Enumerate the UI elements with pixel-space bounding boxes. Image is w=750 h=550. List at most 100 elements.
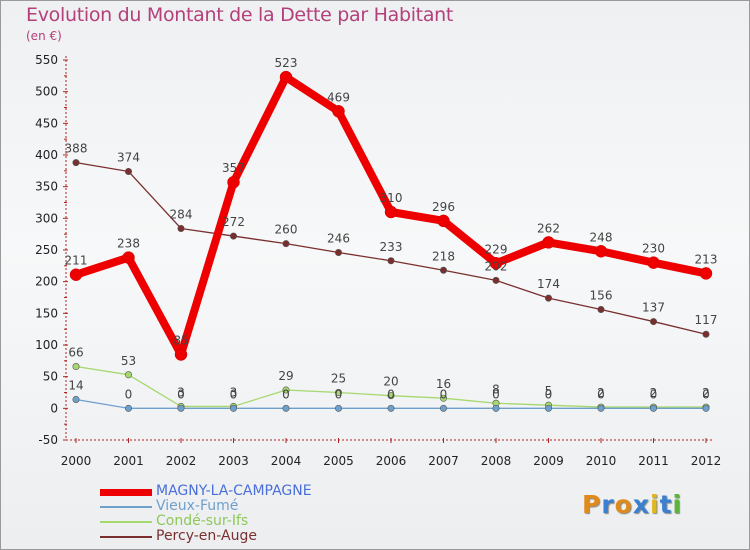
data-label: 14 [68,378,83,392]
data-point [387,404,395,412]
data-label: 0 [650,387,658,401]
proxiti-logo: Proxiti [582,490,682,519]
data-label: 218 [432,249,455,263]
data-label: 0 [125,387,133,401]
data-label: 25 [331,372,346,386]
legend-label: Percy-en-Auge [156,528,257,544]
y-tick-label: 200 [35,275,58,289]
data-label: 156 [590,289,613,303]
data-point [437,214,450,228]
x-tick-label: 2003 [218,454,249,468]
x-tick-label: 2011 [638,454,669,468]
data-point [72,395,80,403]
data-point [332,105,345,118]
data-label: 0 [335,387,343,401]
data-label: 8 [492,382,500,396]
data-point [72,363,80,371]
y-tick-label: 550 [35,53,58,67]
data-label: 2 [597,386,605,400]
data-point [544,294,552,302]
data-label: 246 [327,232,350,246]
x-tick-label: 2004 [271,454,302,468]
data-label: 0 [177,387,185,401]
data-label: 284 [170,207,193,221]
data-label: 272 [222,215,245,229]
data-point [125,371,133,379]
data-label: 2 [650,386,658,400]
data-label: 469 [327,90,350,104]
legend-swatch [100,536,152,538]
data-point [282,404,290,412]
data-point [72,159,80,167]
logo-letter: t [659,490,673,519]
data-label: 2 [702,386,710,400]
logo-letter: o [614,490,633,519]
data-label: 213 [695,252,718,266]
unit-label: (en €) [26,29,62,43]
x-tick-label: 2008 [481,454,512,468]
data-label: 3 [177,385,185,399]
data-label: 248 [590,230,613,244]
legend-swatch [100,488,152,496]
data-label: 262 [537,221,560,235]
data-label: 233 [380,240,403,254]
data-label: 0 [440,387,448,401]
data-point [439,404,447,412]
data-point [177,404,185,412]
data-label: 0 [545,387,553,401]
y-tick-label: 50 [43,370,58,384]
data-label: 117 [695,313,718,327]
data-label: 0 [230,387,238,401]
chart-title: Evolution du Montant de la Dette par Hab… [26,4,454,26]
data-label: 3 [230,385,238,399]
data-label: 0 [597,387,605,401]
data-point [125,167,133,175]
y-tick-label: 400 [35,148,58,162]
data-label: 0 [282,387,290,401]
data-point [492,276,500,284]
legend-label: MAGNY-LA-CAMPAGNE [156,483,312,499]
legend-swatch [100,521,152,523]
data-point [699,267,713,280]
data-label: 211 [65,254,88,268]
x-tick-label: 2012 [691,454,722,468]
data-point [227,175,240,189]
legend-label: Condé-sur-Ifs [156,513,249,529]
data-label: 296 [432,200,455,214]
y-tick-label: 450 [35,116,58,130]
data-label: 260 [275,223,298,237]
data-label: 374 [117,150,140,164]
data-label: 85 [173,334,188,348]
y-tick-label: 150 [35,306,58,320]
x-tick-label: 2002 [166,454,197,468]
data-point [69,268,83,281]
data-label: 357 [222,161,245,175]
data-point [177,224,185,232]
data-label: 137 [642,301,665,315]
logo-letter: r [601,490,615,519]
data-point [702,330,710,338]
data-label: 388 [65,142,88,156]
y-tick-label: -50 [38,433,58,447]
legend-label: Vieux-Fumé [156,498,239,514]
data-label: 5 [545,384,553,398]
y-tick-label: 0 [50,401,58,415]
data-label: 238 [117,237,140,251]
data-label: 310 [380,191,403,205]
logo-letter: P [582,490,602,519]
data-point [384,205,398,219]
x-tick-label: 2010 [586,454,617,468]
y-tick-label: 300 [35,211,58,225]
x-tick-label: 2006 [376,454,407,468]
data-point [649,318,657,326]
data-label: 66 [68,346,83,360]
data-point [387,257,395,265]
logo-letter: i [650,490,660,519]
data-point [439,266,447,274]
data-point [489,257,503,270]
y-tick-label: 350 [35,180,58,194]
data-label: 20 [383,375,398,389]
x-tick-label: 2000 [61,454,92,468]
data-point [334,388,342,396]
